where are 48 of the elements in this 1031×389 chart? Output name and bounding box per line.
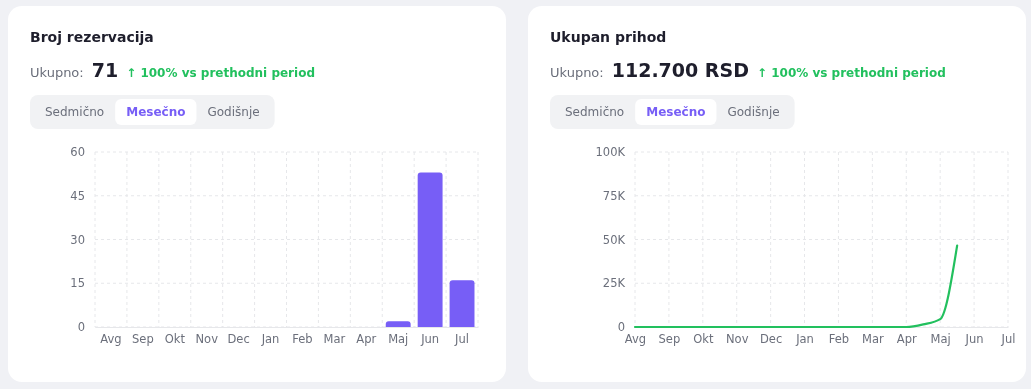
x-tick-label: Feb: [292, 332, 313, 347]
x-tick-label: Okt: [164, 332, 186, 347]
text: 112.700 RSD: [611, 59, 749, 81]
x-tick-label: Nov: [726, 332, 749, 347]
chart-title: Ukupan prihod: [550, 29, 667, 45]
x-tick-label: Mar: [323, 332, 346, 347]
line-series: [633, 244, 959, 329]
x-tick-label: Feb: [828, 332, 850, 347]
x-tick-label: Mar: [862, 332, 884, 347]
x-tick-label: Nov: [195, 332, 219, 347]
y-tick-label: 25K: [602, 276, 626, 291]
y-tick-label: 45: [70, 188, 85, 203]
y-tick-label: 50K: [602, 232, 626, 247]
x-tick-label: Jul: [454, 332, 469, 347]
text: Ukupno:: [550, 65, 604, 80]
chart-title: Broj rezervacija: [30, 29, 154, 45]
text: 71: [91, 59, 119, 81]
x-tick-label: Okt: [693, 332, 714, 347]
x-tick-label: Jul: [1000, 332, 1016, 347]
bar: [417, 172, 443, 327]
x-tick-label: Jan: [260, 332, 280, 347]
y-tick-label: 0: [77, 320, 85, 335]
bar: [385, 321, 411, 327]
y-tick-label: 30: [70, 232, 85, 247]
x-tick-label: Apr: [896, 332, 917, 347]
x-tick-label: Apr: [356, 332, 377, 347]
x-tick-label: Dec: [227, 332, 250, 347]
y-tick-label: 60: [70, 145, 85, 160]
y-tick-label: 0: [617, 320, 625, 335]
tab-group: Sedmično Mesečno Godišnje: [550, 95, 795, 129]
y-tick-label: 100K: [595, 145, 626, 160]
x-tick-label: Dec: [760, 332, 783, 347]
x-tick-label: Jun: [420, 332, 440, 347]
y-tick-label: 15: [70, 276, 85, 291]
x-tick-label: Sep: [658, 332, 681, 347]
text: ↑ 100% vs prethodni period: [126, 66, 315, 80]
x-tick-label: Sep: [132, 332, 154, 347]
x-tick-label: Maj: [930, 332, 951, 347]
text: ↑ 100% vs prethodni period: [756, 66, 946, 80]
x-tick-label: Jun: [964, 332, 984, 347]
y-tick-label: 75K: [602, 188, 626, 203]
x-tick-label: Jan: [795, 332, 814, 347]
text: Ukupno:: [30, 65, 84, 80]
x-tick-label: Maj: [388, 332, 409, 347]
x-tick-label: Avg: [100, 332, 122, 347]
bar: [449, 280, 475, 327]
tab-group: Sedmično Mesečno Godišnje: [30, 95, 275, 129]
x-tick-label: Avg: [624, 332, 647, 347]
